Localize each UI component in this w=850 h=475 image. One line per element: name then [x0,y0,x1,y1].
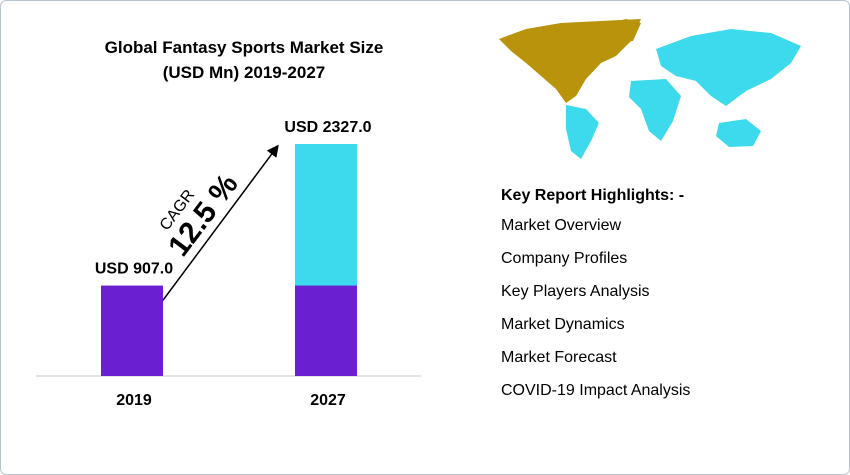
highlight-item: Market Forecast [501,349,617,366]
value-label: USD 907.0 [95,261,173,278]
highlight-item: Company Profiles [501,250,628,267]
highlights-title: Key Report Highlights: - [501,187,685,204]
bar-base-segment [295,285,357,376]
x-tick-label: 2019 [116,392,152,409]
value-label: USD 2327.0 [284,119,371,136]
highlight-item: Market Overview [501,217,622,234]
bar [101,285,163,376]
highlight-item: Market Dynamics [501,316,625,333]
chart-title: Global Fantasy Sports Market Size (USD M… [104,38,384,82]
highlight-item: COVID-19 Impact Analysis [501,382,691,399]
highlight-item: Key Players Analysis [501,283,650,300]
x-tick-label: 2027 [310,392,346,409]
world-map [499,19,801,159]
growth-arrow [148,144,279,320]
